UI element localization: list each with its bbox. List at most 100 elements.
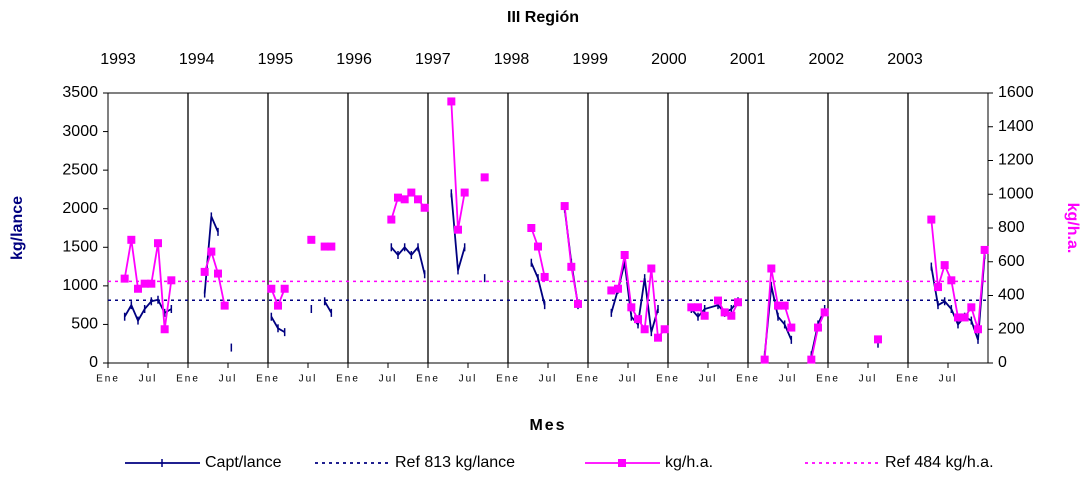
x-tick-label: Jul [299, 374, 318, 385]
marker [400, 195, 409, 204]
marker [947, 276, 956, 285]
marker [627, 303, 636, 312]
x-tick-label: Jul [779, 374, 798, 385]
top-axis-label: 1994 [179, 51, 215, 68]
top-axis-label: 1997 [415, 51, 451, 68]
x-tick-label: Ene [416, 374, 440, 385]
top-axis-label: 1996 [336, 51, 372, 68]
y-tick-label: 0 [89, 354, 98, 371]
series-line [930, 219, 986, 330]
x-tick-label: Jul [139, 374, 158, 385]
marker [127, 235, 136, 244]
marker [567, 262, 576, 271]
x-tick-label: Ene [736, 374, 760, 385]
marker [420, 203, 429, 212]
legend-label: Ref 813 kg/lance [395, 454, 515, 471]
marker [967, 303, 976, 312]
marker [394, 193, 402, 202]
series-line [390, 245, 426, 275]
legend-label: Ref 484 kg/h.a. [885, 454, 994, 471]
marker [980, 245, 989, 254]
marker [787, 323, 796, 332]
top-axis-label: 2003 [887, 51, 923, 68]
marker [267, 284, 276, 293]
marker [974, 325, 982, 334]
y2-tick-label: 200 [998, 320, 1025, 337]
marker [634, 315, 642, 324]
marker [714, 296, 722, 305]
legend-label: kg/h.a. [665, 454, 713, 471]
marker [940, 261, 949, 270]
marker [540, 272, 549, 281]
x-tick-label: Ene [96, 374, 120, 385]
x-tick-label: Jul [939, 374, 958, 385]
marker [647, 264, 656, 273]
top-axis-label: 2000 [651, 51, 687, 68]
y2-axis-title: kg/h.a. [1064, 203, 1081, 254]
y-tick-label: 3000 [62, 123, 98, 140]
top-axis-label: 1999 [572, 51, 608, 68]
series-line [323, 300, 333, 314]
y2-tick-label: 1000 [998, 185, 1034, 202]
top-axis-label: 2001 [730, 51, 766, 68]
marker [694, 303, 702, 312]
series-line [810, 312, 826, 360]
marker [200, 267, 209, 276]
marker [167, 276, 176, 285]
legend-marker [618, 459, 626, 467]
marker [874, 335, 882, 344]
x-tick-label: Jul [699, 374, 718, 385]
marker [767, 264, 776, 273]
y-tick-label: 3500 [62, 84, 98, 101]
top-axis-label: 1995 [258, 51, 294, 68]
marker [274, 301, 282, 310]
marker [460, 188, 469, 197]
y-tick-label: 500 [71, 316, 98, 333]
x-tick-label: Jul [459, 374, 478, 385]
y-tick-label: 2000 [62, 200, 98, 217]
marker [154, 239, 162, 248]
x-tick-label: Jul [219, 374, 238, 385]
marker [327, 242, 336, 251]
y-tick-label: 1000 [62, 277, 98, 294]
y-tick-label: 1500 [62, 239, 98, 256]
marker [687, 303, 696, 312]
marker [820, 308, 829, 317]
marker [147, 279, 156, 288]
y2-tick-label: 1400 [998, 118, 1034, 135]
x-tick-label: Jul [539, 374, 558, 385]
marker [207, 247, 216, 256]
marker [220, 301, 229, 310]
marker [407, 188, 416, 197]
marker [934, 283, 942, 292]
y-axis-title: kg/lance [9, 196, 26, 260]
marker [814, 323, 822, 332]
legend-label: Capt/lance [205, 454, 282, 471]
top-axis-label: 1993 [100, 51, 136, 68]
x-axis-title: Mes [529, 417, 566, 434]
x-tick-label: Jul [379, 374, 398, 385]
marker [727, 311, 736, 320]
marker [320, 242, 329, 251]
marker [527, 224, 536, 232]
y2-tick-label: 600 [998, 253, 1025, 270]
x-tick-label: Ene [336, 374, 360, 385]
x-tick-label: Ene [816, 374, 840, 385]
top-axis-label: 1998 [494, 51, 530, 68]
marker [574, 299, 582, 308]
marker [307, 235, 316, 244]
x-tick-label: Ene [656, 374, 680, 385]
series-line [563, 205, 579, 305]
x-tick-label: Ene [176, 374, 200, 385]
chart-title: III Región [507, 9, 579, 26]
marker [614, 284, 622, 293]
marker [654, 333, 662, 342]
marker [120, 274, 129, 283]
marker [720, 308, 729, 317]
marker [454, 225, 462, 234]
marker [760, 355, 769, 364]
marker [534, 242, 542, 251]
marker [414, 195, 422, 204]
marker [134, 284, 142, 293]
top-axis-label: 2002 [809, 51, 845, 68]
